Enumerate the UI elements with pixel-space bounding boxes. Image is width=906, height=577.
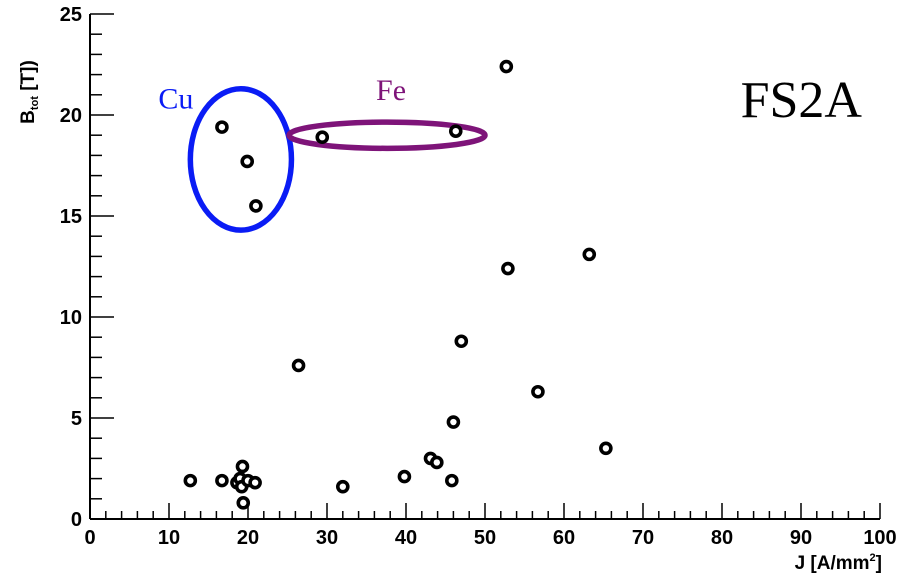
x-tick-label: 90 <box>790 527 812 549</box>
x-tick-label: 0 <box>84 527 95 549</box>
data-point <box>240 154 255 169</box>
data-point <box>335 479 350 494</box>
data-point <box>315 130 330 145</box>
data-points <box>183 59 613 510</box>
y-tick-label: 15 <box>60 206 82 228</box>
data-point <box>215 473 229 488</box>
y-axis-title-sub: tot <box>29 96 41 110</box>
data-point <box>215 120 229 134</box>
fe-group-ellipse <box>286 119 488 152</box>
cu-group-label: Cu <box>158 83 193 116</box>
x-tick-label: 20 <box>237 527 259 549</box>
x-tick-label: 80 <box>711 527 733 549</box>
data-point <box>599 441 613 456</box>
group-annotations: Cu Fe <box>158 74 488 233</box>
x-tick-label: 70 <box>632 527 654 549</box>
data-point <box>448 124 463 138</box>
x-tick-label: 10 <box>158 527 180 549</box>
y-tick-label: 10 <box>60 307 82 329</box>
data-point <box>501 261 515 276</box>
x-axis-title-tail: ] <box>876 553 882 574</box>
y-tick-label: 25 <box>60 4 82 26</box>
x-tick-label: 100 <box>863 527 896 549</box>
data-point <box>183 473 198 488</box>
y-axis-title-main: B <box>18 110 39 124</box>
y-tick-label: 20 <box>60 105 82 127</box>
data-point <box>397 469 412 484</box>
data-point <box>531 384 545 399</box>
data-point <box>249 199 263 213</box>
data-point <box>499 59 514 74</box>
x-tick-label: 40 <box>395 527 417 549</box>
tick-marks <box>89 13 881 520</box>
cu-group-ellipse <box>187 85 295 233</box>
x-tick-label: 60 <box>553 527 575 549</box>
data-point <box>445 473 459 488</box>
y-axis-title-tail: [T]) <box>18 60 39 96</box>
x-axis-title-sup: 2 <box>870 552 876 564</box>
tick-labels: 0 10 20 30 40 50 60 70 80 90 100 0 5 10 15 20 25 <box>60 4 897 549</box>
data-point <box>291 358 306 373</box>
y-tick-label: 5 <box>71 408 82 430</box>
data-point <box>248 475 262 490</box>
x-tick-label: 50 <box>474 527 496 549</box>
y-tick-label: 0 <box>71 509 82 531</box>
x-tick-label: 30 <box>316 527 338 549</box>
data-point <box>446 415 461 429</box>
y-axis-title: Btot [T]) <box>18 60 41 124</box>
data-point <box>235 459 250 474</box>
chart-title: FS2A <box>741 72 863 129</box>
data-point <box>582 247 597 262</box>
data-point <box>236 496 251 510</box>
fe-group-label: Fe <box>376 74 406 107</box>
x-axis-title: J [A/mm2] <box>795 552 882 574</box>
data-point <box>430 455 444 470</box>
x-axis-title-main: J [A/mm <box>795 553 870 574</box>
data-point <box>454 334 469 349</box>
